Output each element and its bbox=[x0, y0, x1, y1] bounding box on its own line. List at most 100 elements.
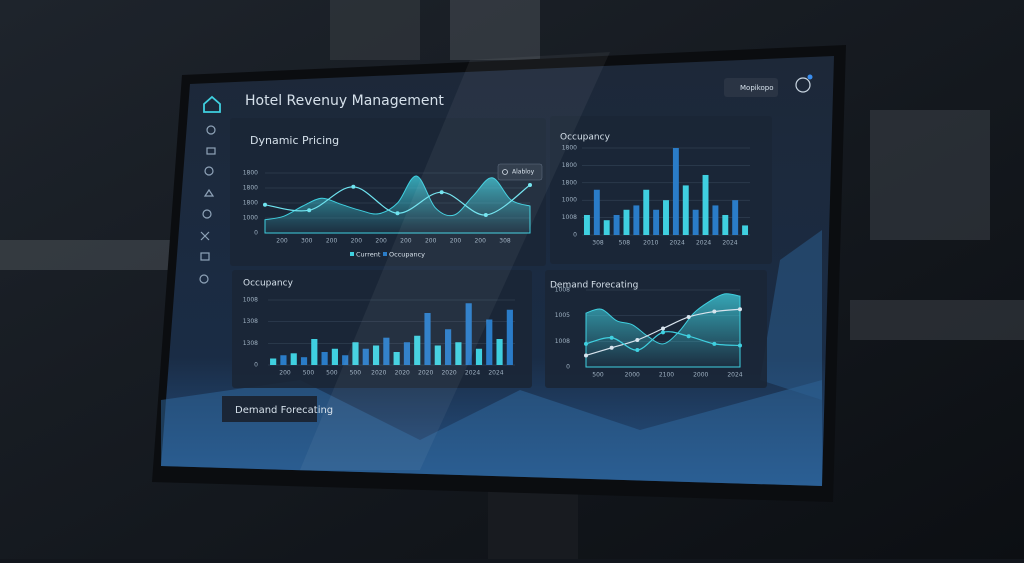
bar bbox=[663, 200, 669, 235]
point bbox=[483, 213, 488, 217]
nav-icon[interactable] bbox=[200, 252, 210, 261]
sidebar bbox=[199, 95, 221, 284]
background-shapes bbox=[760, 230, 822, 400]
nav-icon[interactable] bbox=[199, 274, 209, 284]
legend-label: Current bbox=[356, 251, 381, 259]
point bbox=[395, 211, 400, 216]
user-button-label[interactable]: Mopikopo bbox=[740, 84, 774, 92]
x-tick-label: 2010 bbox=[643, 240, 658, 247]
bar bbox=[633, 205, 640, 235]
x-tick-label: 500 bbox=[350, 370, 362, 377]
nav-icon[interactable] bbox=[203, 188, 215, 197]
x-tick-label: 200 bbox=[351, 238, 363, 245]
y-tick-label: 1008 bbox=[555, 338, 570, 345]
bar bbox=[712, 205, 719, 235]
bar bbox=[372, 345, 380, 365]
glare bbox=[300, 52, 610, 470]
point bbox=[528, 183, 532, 187]
y-tick-label: 0 bbox=[566, 364, 570, 371]
panel-title: Occupancy bbox=[560, 133, 611, 143]
bar bbox=[445, 329, 452, 365]
point bbox=[307, 208, 312, 213]
x-tick-label: 508 bbox=[619, 240, 631, 247]
y-tick-label: 0 bbox=[254, 230, 258, 237]
bar bbox=[352, 342, 359, 365]
x-tick-label: 200 bbox=[326, 238, 338, 245]
bar bbox=[403, 342, 411, 365]
window-blur bbox=[450, 0, 540, 60]
x-tick-label: 2000 bbox=[693, 372, 708, 379]
avatar[interactable] bbox=[795, 77, 811, 93]
bar bbox=[742, 225, 749, 235]
point bbox=[686, 314, 691, 319]
bar bbox=[311, 339, 318, 365]
nav-icon[interactable] bbox=[204, 166, 214, 176]
y-tick-label: 1008 bbox=[562, 214, 577, 221]
nav-icon[interactable] bbox=[206, 125, 216, 135]
nav-icon[interactable] bbox=[206, 147, 216, 155]
y-tick-label: 1000 bbox=[243, 215, 258, 222]
bar bbox=[465, 303, 472, 365]
bar bbox=[486, 319, 493, 365]
y-tick-label: 1800 bbox=[243, 170, 258, 177]
lamp-blur bbox=[870, 110, 990, 240]
x-tick-label: 2020 bbox=[441, 370, 456, 377]
bar bbox=[475, 348, 483, 365]
nav-icon[interactable] bbox=[202, 209, 212, 219]
bar bbox=[270, 358, 277, 365]
x-tick-label: 300 bbox=[301, 238, 313, 245]
area bbox=[264, 175, 531, 234]
bar bbox=[623, 209, 630, 235]
bar bbox=[682, 185, 689, 235]
legend-swatch bbox=[383, 252, 387, 256]
y-tick-label: 1008 bbox=[243, 297, 258, 304]
x-tick-label: 2024 bbox=[696, 240, 711, 247]
window-blur bbox=[330, 0, 420, 60]
bar bbox=[643, 189, 650, 235]
bar bbox=[434, 345, 441, 365]
point bbox=[351, 184, 356, 189]
x-tick-label: 200 bbox=[276, 238, 288, 245]
monitor-stand bbox=[488, 490, 578, 559]
bar bbox=[732, 200, 739, 235]
x-tick-label: 200 bbox=[474, 238, 486, 245]
x-tick-label: 2020 bbox=[418, 370, 433, 377]
point bbox=[635, 338, 640, 343]
bar bbox=[424, 313, 431, 365]
nav-icon[interactable] bbox=[200, 231, 210, 241]
x-tick-label: 500 bbox=[303, 370, 315, 377]
shelf-blur bbox=[0, 240, 190, 270]
x-tick-label: 2024 bbox=[488, 370, 503, 377]
bar bbox=[613, 214, 620, 235]
point bbox=[738, 343, 742, 348]
bar bbox=[290, 353, 297, 365]
y-tick-label: 1308 bbox=[243, 318, 258, 325]
legend-swatch bbox=[350, 252, 354, 256]
panel-title: Dynamic Pricing bbox=[250, 134, 339, 147]
y-tick-label: 1005 bbox=[555, 312, 570, 319]
background-shapes bbox=[161, 380, 822, 486]
home-icon[interactable] bbox=[203, 95, 221, 113]
x-tick-label: 2024 bbox=[670, 240, 685, 247]
point bbox=[661, 326, 665, 331]
point bbox=[661, 330, 665, 335]
bar bbox=[506, 309, 513, 365]
legend-label: Occupancy bbox=[389, 251, 425, 259]
x-tick-label: 200 bbox=[425, 238, 437, 245]
y-tick-label: 1800 bbox=[243, 200, 258, 207]
x-tick-label: 2100 bbox=[659, 372, 674, 379]
y-tick-label: 1800 bbox=[562, 179, 577, 186]
point bbox=[263, 202, 267, 207]
bar bbox=[672, 148, 679, 235]
bar bbox=[603, 220, 610, 235]
tooltip: Alabloy bbox=[512, 169, 535, 176]
x-tick-label: 2000 bbox=[625, 372, 640, 379]
point bbox=[584, 341, 588, 346]
bar bbox=[321, 352, 328, 365]
user-button[interactable] bbox=[724, 78, 778, 97]
tooltip-icon bbox=[502, 169, 508, 175]
x-tick-label: 308 bbox=[592, 240, 604, 247]
bar bbox=[455, 342, 462, 365]
x-tick-label: 200 bbox=[279, 370, 291, 377]
bar bbox=[331, 348, 338, 365]
